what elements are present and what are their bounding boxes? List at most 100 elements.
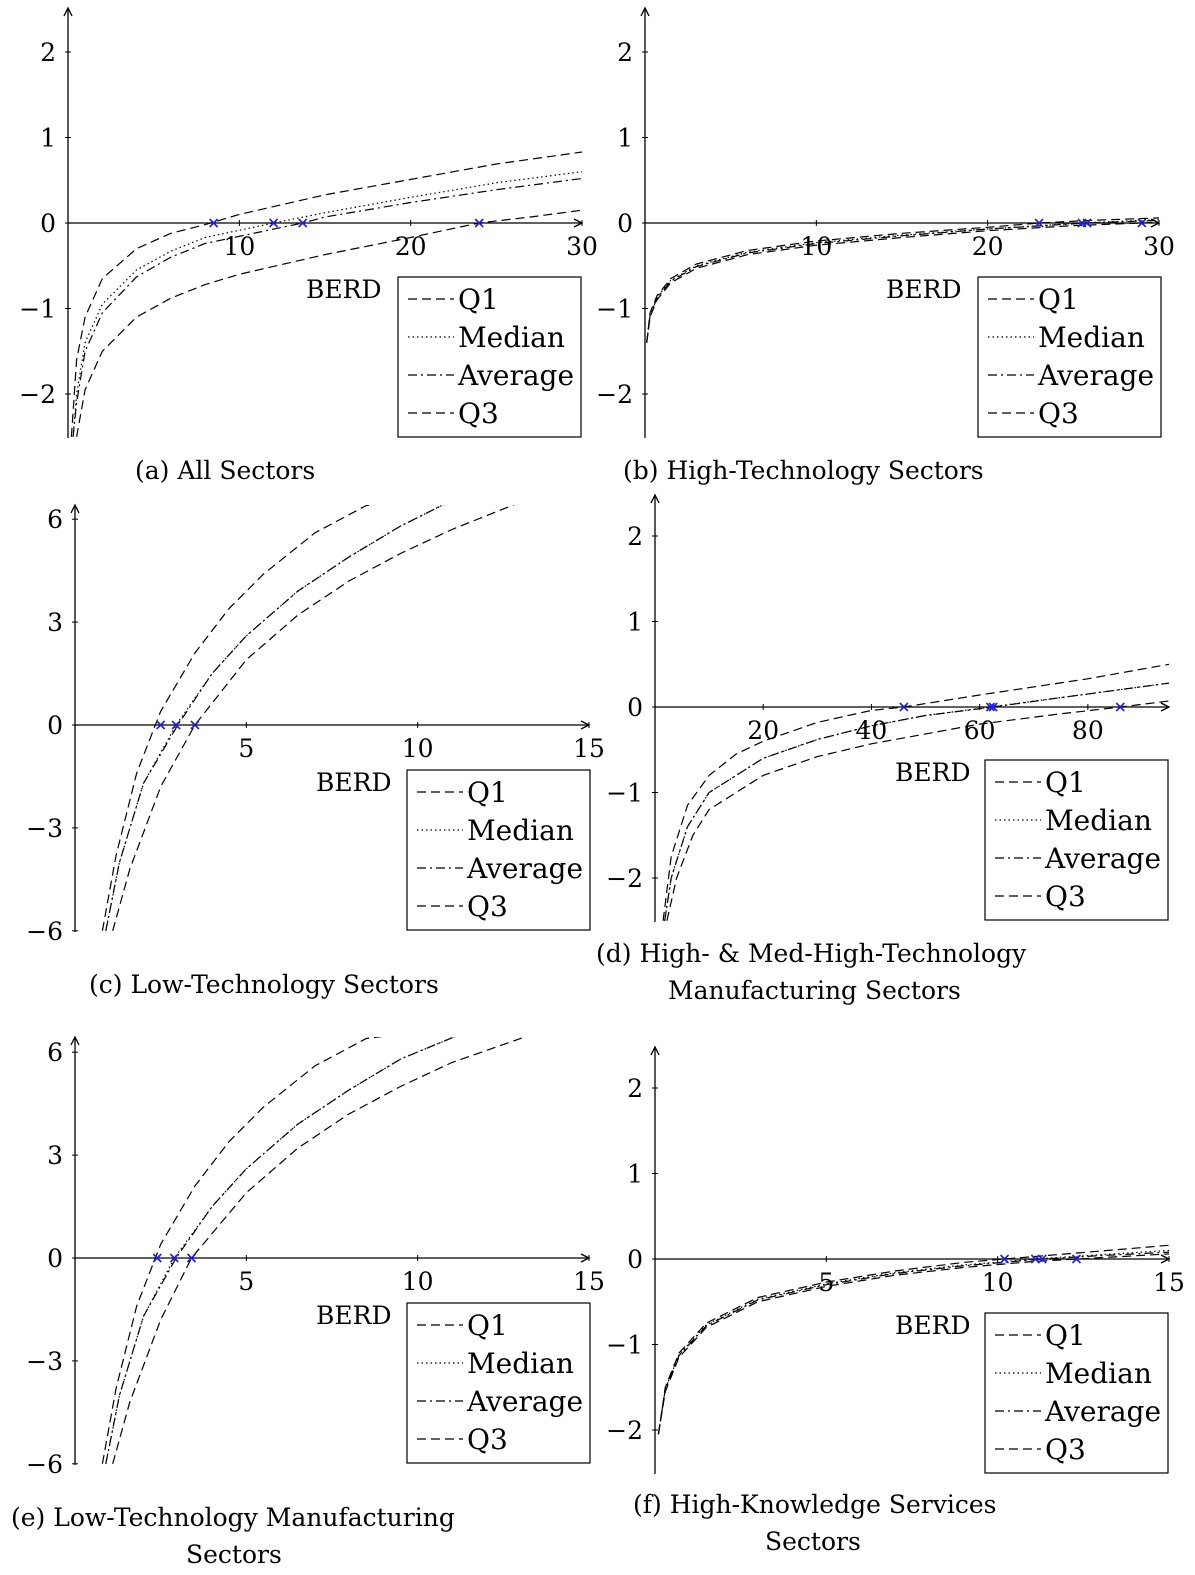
chart-caption: (a) All Sectors (135, 456, 315, 485)
x-tick-label: 20 (395, 232, 427, 261)
legend-entry: Average (1044, 842, 1161, 875)
x-tick-label: 15 (573, 1267, 605, 1296)
y-tick-label: 3 (47, 608, 63, 637)
legend-entry: Median (1038, 321, 1145, 354)
chart-panel-3: −6 −3 0 3 6 5 10 15 BERD Q1 Median Average Q3 (c) Low… (26, 503, 605, 999)
x-axis-label: BERD (895, 758, 971, 787)
series-line-q3 (666, 700, 1170, 921)
legend-entry: Median (467, 1347, 574, 1380)
y-axis-arrow (640, 6, 650, 17)
legend: Q1 Median Average Q3 (977, 276, 1162, 438)
x-tick-label: 80 (1072, 716, 1104, 745)
zero-marker (169, 1253, 179, 1263)
y-tick-label: −3 (26, 814, 63, 843)
zero-marker (209, 218, 219, 228)
zero-marker (1071, 1254, 1082, 1264)
zero-marker (156, 720, 166, 730)
x-tick-label: 40 (856, 716, 888, 745)
y-tick-label: 6 (47, 1038, 63, 1067)
series-line-average (105, 505, 445, 931)
series-line-q3 (112, 1037, 527, 1464)
y-axis-arrow (70, 503, 80, 514)
zero-marker (269, 218, 279, 228)
series-line-average (657, 1251, 1170, 1435)
zero-marker (298, 218, 308, 228)
y-tick-label: 2 (40, 38, 56, 67)
y-tick-label: −2 (606, 1416, 643, 1445)
legend-entry: Median (458, 321, 565, 354)
y-axis-arrow (650, 493, 660, 504)
series-line-q3 (646, 221, 1160, 343)
chart-panel-4: −2 −1 0 1 2 20 40 60 80 BERD Q1 Median Average Q3 (d) … (596, 493, 1171, 1005)
series-line-q1 (70, 151, 583, 437)
x-axis-label: BERD (316, 768, 392, 797)
y-tick-label: 2 (627, 1074, 643, 1103)
chart-panel-5: −6 −3 0 3 6 5 10 15 BERD Q1 Median Average Q3 (e) Low… (11, 1035, 605, 1569)
legend-box (406, 1302, 591, 1464)
zero-marker (1037, 1254, 1047, 1264)
y-tick-label: −6 (26, 917, 63, 946)
x-tick-label: 60 (964, 716, 996, 745)
zero-marker (899, 702, 909, 712)
legend-entry: Q1 (1038, 283, 1079, 316)
legend-entry: Q3 (458, 397, 499, 430)
series-line-q1 (101, 1037, 383, 1464)
y-tick-label: 1 (40, 124, 56, 153)
series-line-median (72, 171, 583, 437)
x-tick-label: 10 (402, 1267, 434, 1296)
x-tick-label: 15 (1153, 1268, 1185, 1297)
y-tick-label: −6 (26, 1450, 63, 1479)
legend-box (406, 769, 591, 931)
y-tick-label: 0 (40, 209, 56, 238)
legend-entry: Median (467, 814, 574, 847)
series-line-median (105, 1037, 456, 1464)
zero-marker (171, 720, 181, 730)
x-tick-label: 15 (573, 734, 605, 763)
series-line-average (105, 1037, 456, 1464)
chart-caption: Manufacturing Sectors (668, 976, 961, 1005)
y-tick-label: 0 (47, 711, 63, 740)
chart-caption: (f) High-Knowledge Services (633, 1490, 996, 1519)
x-tick-label: 10 (800, 232, 832, 261)
series-group (70, 151, 583, 437)
x-tick-label: 10 (402, 734, 434, 763)
series-group (657, 1244, 1170, 1435)
legend-entry: Q1 (467, 1309, 508, 1342)
series-line-median (105, 505, 445, 931)
zero-marker (999, 1254, 1010, 1264)
zero-marker (1115, 702, 1125, 712)
chart-caption: (e) Low-Technology Manufacturing (11, 1503, 455, 1532)
x-tick-label: 5 (238, 1267, 254, 1296)
y-tick-label: 0 (627, 693, 643, 722)
series-line-q1 (657, 1244, 1170, 1435)
legend-entry: Q3 (1045, 1433, 1086, 1466)
y-tick-label: −1 (19, 295, 56, 324)
zero-marker (474, 218, 484, 228)
series-line-average (664, 682, 1170, 921)
legend-entry: Average (466, 1385, 583, 1418)
zero-marker (1030, 1254, 1040, 1264)
chart-caption: (c) Low-Technology Sectors (89, 970, 439, 999)
series-line-q3 (112, 505, 515, 931)
zero-marker (1137, 218, 1147, 228)
chart-panel-2: −2 −1 0 1 2 10 20 30 BERD Q1 Median Average Q3 (b) Hi… (596, 6, 1175, 485)
x-axis-label: BERD (886, 275, 962, 304)
y-tick-label: −3 (26, 1347, 63, 1376)
legend-entry: Average (457, 359, 574, 392)
legend-box (984, 759, 1169, 921)
chart-caption: Sectors (765, 1527, 861, 1556)
x-axis-label: BERD (895, 1311, 971, 1340)
series-line-q3 (657, 1253, 1170, 1435)
legend-entry: Average (466, 852, 583, 885)
y-tick-label: 3 (47, 1141, 63, 1170)
y-tick-label: 0 (47, 1244, 63, 1273)
y-tick-label: −1 (606, 779, 643, 808)
legend: Q1 Median Average Q3 (406, 1302, 591, 1464)
y-tick-label: −2 (19, 380, 56, 409)
x-axis-label: BERD (306, 275, 382, 304)
zero-marker (190, 720, 200, 730)
y-tick-label: −2 (596, 380, 633, 409)
y-axis-arrow (63, 6, 73, 17)
